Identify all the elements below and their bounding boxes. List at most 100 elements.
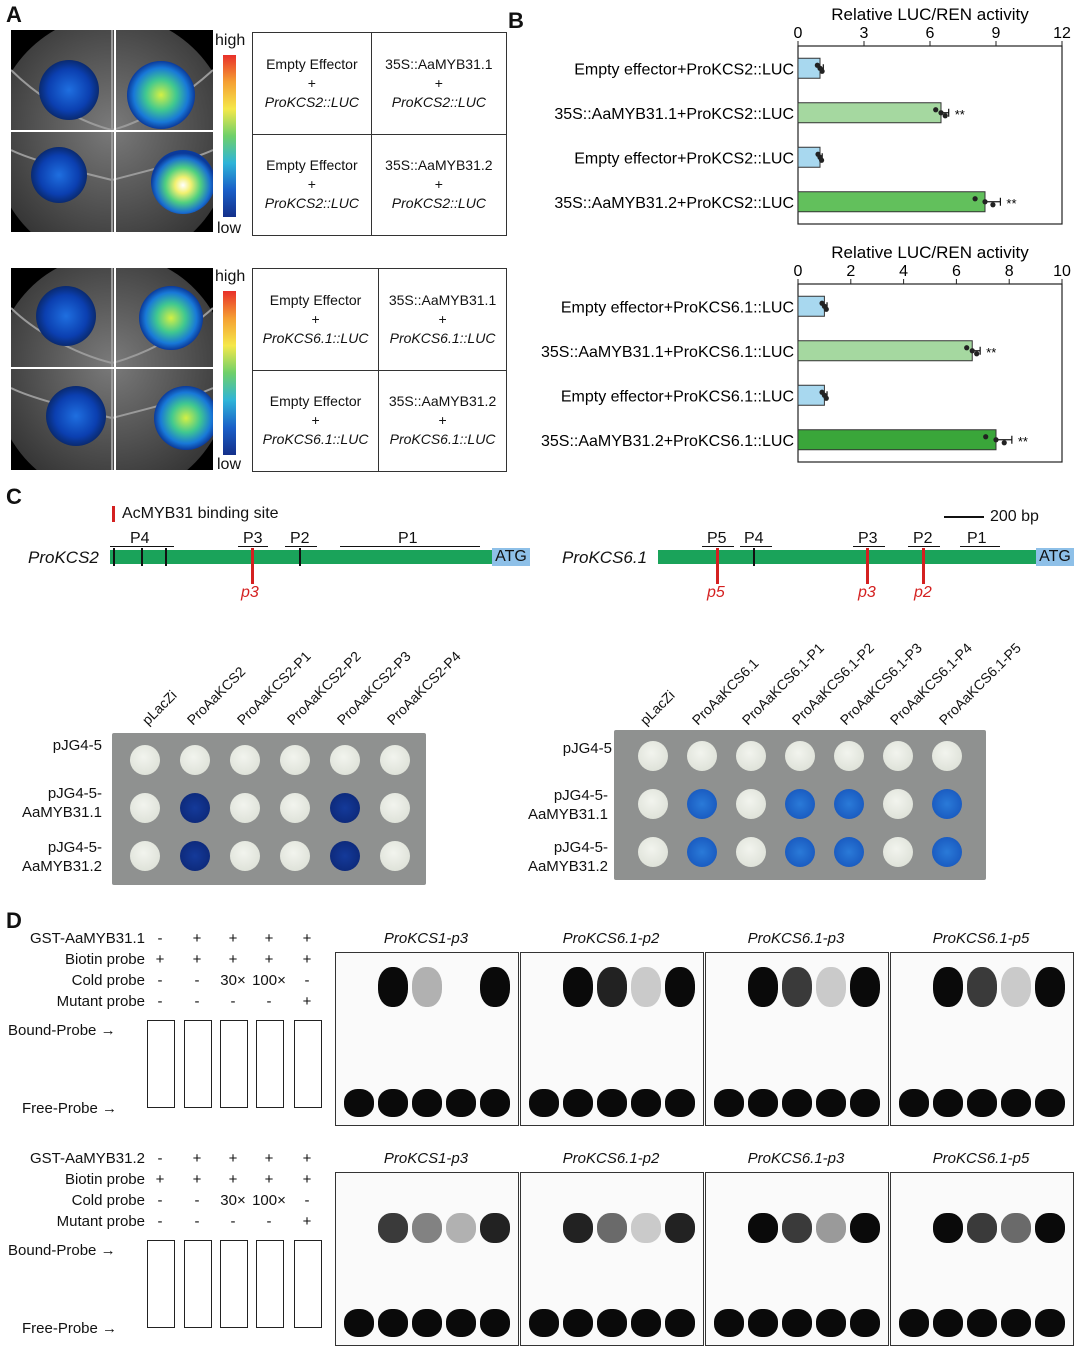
free-probe-band <box>412 1089 442 1117</box>
scale-bar <box>944 516 984 518</box>
emsa-sign: 100× <box>252 1192 286 1209</box>
colony-white <box>883 837 913 867</box>
bound-probe-band <box>378 1213 408 1243</box>
emsa-sign: - <box>194 1192 200 1209</box>
free-probe-band <box>899 1309 929 1337</box>
emsa-sign: + <box>228 1171 238 1188</box>
data-point <box>819 68 825 74</box>
free-probe-band <box>597 1309 627 1337</box>
colony-white <box>932 741 962 771</box>
bound-probe-band <box>1001 967 1031 1007</box>
blot-title: ProKCS6.1-p5 <box>932 1150 1030 1167</box>
bar <box>797 146 821 168</box>
free-probe-band <box>378 1309 408 1337</box>
binding-site-label-p3-right: p3 <box>858 584 876 601</box>
bound-probe-band <box>816 967 846 1007</box>
emsa-sign: - <box>230 1213 236 1230</box>
free-probe-band <box>967 1309 997 1337</box>
blot-title: ProKCS6.1-p5 <box>932 930 1030 947</box>
emsa-blot <box>335 1172 519 1346</box>
x-tick-label: 9 <box>992 25 1001 42</box>
free-probe-band <box>850 1089 880 1117</box>
colony-white <box>736 741 766 771</box>
bar <box>797 102 942 124</box>
free-probe-band <box>933 1089 963 1117</box>
free-probe-band <box>1001 1089 1031 1117</box>
free-probe-band <box>816 1089 846 1117</box>
emsa-sign: + <box>155 1171 165 1188</box>
plate-row-label: pJG4-5 <box>562 740 612 757</box>
bound-probe-band <box>850 1213 880 1243</box>
free-probe-band <box>529 1089 559 1117</box>
plate-col-label: pLacZi <box>636 686 678 728</box>
emsa-sign: - <box>194 1213 200 1230</box>
colony-white <box>230 745 260 775</box>
plate-row-label: pJG4-5- AaMYB31.1 <box>21 785 102 821</box>
blot-title: ProKCS1-p3 <box>383 1150 469 1167</box>
bound-probe-band <box>480 1213 510 1243</box>
free-probe-band <box>529 1309 559 1337</box>
emsa-sign: - <box>157 1150 163 1167</box>
lane-box <box>294 1240 322 1328</box>
cell-1-2: 35S::AaMYB31.1 + ProKCS2::LUC <box>370 32 508 135</box>
category-label: 35S::AaMYB31.2+ProKCS2::LUC <box>554 195 794 212</box>
scale-bar-label: 200 bp <box>990 508 1039 525</box>
panel-b-label: B <box>508 8 524 33</box>
chart-frame <box>797 283 1063 463</box>
lane-box <box>184 1240 212 1328</box>
bar <box>797 429 997 451</box>
data-point <box>823 395 829 401</box>
fragment-line-p1 <box>340 546 480 547</box>
leaf-image-1 <box>11 30 213 232</box>
blot-title: ProKCS6.1-p2 <box>562 930 660 947</box>
colony-white <box>230 793 260 823</box>
free-probe-band <box>1001 1309 1031 1337</box>
colony-white <box>330 745 360 775</box>
panel-a-label: A <box>6 2 22 27</box>
blot-title: ProKCS1-p3 <box>383 930 469 947</box>
binding-site-label-p2-right: p2 <box>914 584 932 601</box>
emsa-sign: - <box>266 993 272 1010</box>
x-tick-label: 0 <box>794 25 803 42</box>
free-probe-band <box>631 1089 661 1117</box>
colony-blue <box>330 841 360 871</box>
colony-white <box>130 793 160 823</box>
data-point <box>993 437 999 443</box>
free-probe-band <box>899 1089 929 1117</box>
colony-blue <box>180 841 210 871</box>
category-label: 35S::AaMYB31.2+ProKCS6.1::LUC <box>541 433 794 450</box>
emsa-blot <box>890 1172 1074 1346</box>
x-axis-title: Relative LUC/REN activity <box>831 243 1029 262</box>
colony-white <box>785 741 815 771</box>
free-probe-band <box>1035 1089 1065 1117</box>
scale-high-1: high <box>215 32 246 49</box>
free-probe-band <box>748 1309 778 1337</box>
emsa-sign: + <box>302 951 312 968</box>
colony-white <box>638 741 668 771</box>
emsa-sign: - <box>230 993 236 1010</box>
emsa-sign: + <box>302 993 312 1010</box>
significance-mark: ** <box>955 107 965 122</box>
x-tick-label: 6 <box>952 263 961 280</box>
fragment-line-p5 <box>702 546 734 547</box>
data-point <box>938 110 944 116</box>
fragment-label-p4: P4 <box>744 530 764 547</box>
fragment-label-p3: P3 <box>858 530 878 547</box>
colony-white <box>380 793 410 823</box>
colony-white <box>380 841 410 871</box>
cell-1-1: Empty Effector + ProKCS2::LUC <box>252 32 372 135</box>
free-probe-band <box>714 1089 744 1117</box>
colony-white <box>130 841 160 871</box>
bound-probe-band <box>1035 1213 1065 1243</box>
construct-table-2: Empty Effector + ProKCS6.1::LUC 35S::AaMYB… <box>251 268 507 472</box>
fragment-line-p4 <box>110 546 174 547</box>
lane-box <box>294 1020 322 1108</box>
cell-2-1: Empty Effector + ProKCS6.1::LUC <box>251 369 380 472</box>
colony-blue <box>180 793 210 823</box>
colony-white <box>280 841 310 871</box>
emsa-row-label: Biotin probe <box>64 1171 145 1188</box>
free-probe-band <box>714 1309 744 1337</box>
fragment-line-p1 <box>960 546 1000 547</box>
emsa-sign: + <box>264 1171 274 1188</box>
bound-probe-band <box>850 967 880 1007</box>
